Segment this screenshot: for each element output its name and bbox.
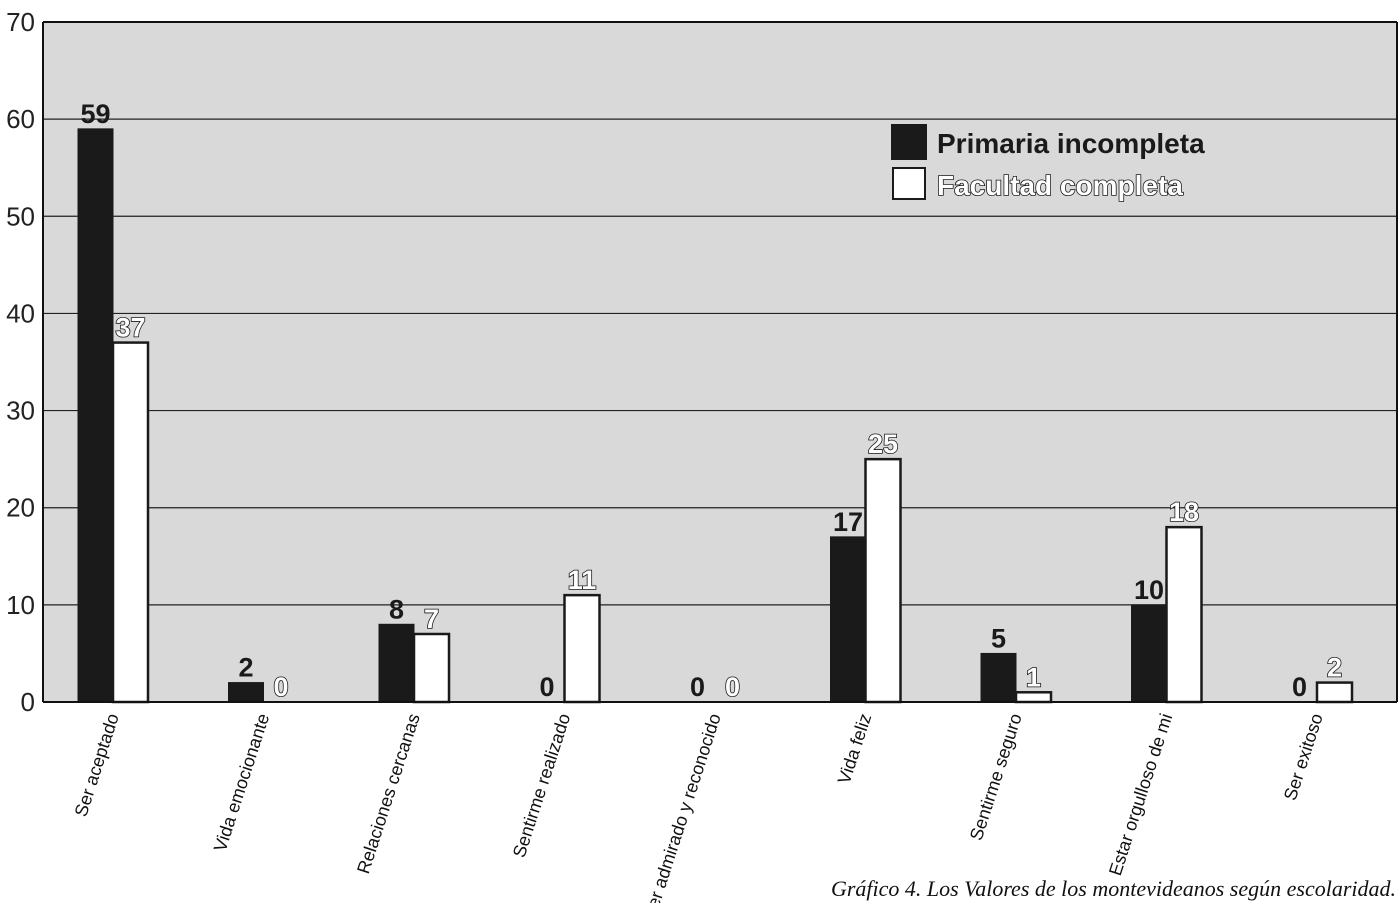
value-label-facultad: 2 xyxy=(1327,653,1342,683)
bar-facultad xyxy=(414,634,449,702)
bar-facultad xyxy=(1016,692,1051,702)
bar-facultad xyxy=(565,595,600,702)
y-tick-label: 20 xyxy=(6,493,35,523)
value-label-primaria: 2 xyxy=(238,653,253,683)
category-label: Ser exitoso xyxy=(1280,711,1327,803)
bar-primaria xyxy=(981,653,1016,702)
value-label-primaria: 0 xyxy=(1292,672,1307,702)
legend-swatch-primaria xyxy=(892,125,926,159)
value-label-facultad: 7 xyxy=(424,604,439,634)
bar-primaria xyxy=(379,624,414,702)
value-label-facultad: 37 xyxy=(115,313,145,343)
value-label-facultad: 0 xyxy=(725,672,740,702)
bar-primaria xyxy=(78,129,113,702)
bar-facultad xyxy=(1167,527,1202,702)
y-tick-label: 40 xyxy=(6,298,35,328)
bar-facultad xyxy=(866,459,901,702)
legend-swatch-facultad xyxy=(893,168,925,199)
y-tick-label: 50 xyxy=(6,201,35,231)
bar-primaria xyxy=(1132,605,1167,702)
legend-label-primaria: Primaria incompleta xyxy=(937,128,1205,159)
value-label-primaria: 17 xyxy=(833,507,863,537)
value-label-facultad: 11 xyxy=(568,565,597,595)
category-label: Relaciones cercanas xyxy=(353,711,424,876)
y-tick-label: 70 xyxy=(6,7,35,37)
y-tick-label: 60 xyxy=(6,104,35,134)
value-label-primaria: 0 xyxy=(539,672,554,702)
value-label-primaria: 0 xyxy=(690,672,705,702)
bar-facultad xyxy=(113,343,148,702)
value-label-facultad: 1 xyxy=(1026,662,1041,692)
category-label: Ser aceptado xyxy=(71,711,123,819)
bar-primaria xyxy=(229,683,264,702)
value-label-facultad: 18 xyxy=(1169,497,1199,527)
value-label-primaria: 10 xyxy=(1134,575,1164,605)
category-label: Sentirme realizado xyxy=(509,711,574,860)
value-label-primaria: 8 xyxy=(389,594,404,624)
value-label-facultad: 25 xyxy=(868,429,898,459)
category-label: Estar orgulloso de mi xyxy=(1105,711,1176,878)
y-axis-ticks: 0 10 20 30 40 50 60 70 xyxy=(6,7,35,717)
chart-caption: Gráfico 4. Los Valores de los montevidea… xyxy=(831,876,1396,902)
value-label-primaria: 59 xyxy=(80,99,110,129)
category-labels: Ser aceptado Vida emocionante Relaciones c… xyxy=(71,711,1327,903)
value-label-primaria: 5 xyxy=(991,623,1006,653)
bar-facultad xyxy=(1317,683,1352,702)
bar-primaria xyxy=(831,537,866,702)
category-label: Sentirme seguro xyxy=(966,711,1026,843)
value-label-facultad: 0 xyxy=(273,672,288,702)
category-label: Vida feliz xyxy=(834,711,875,786)
y-tick-label: 30 xyxy=(6,396,35,426)
legend-label-facultad: Facultad completa xyxy=(937,170,1183,201)
category-label: Ser admirado y reconocido xyxy=(639,711,724,903)
y-tick-label: 10 xyxy=(6,590,35,620)
category-label: Vida emocionante xyxy=(210,711,273,854)
y-tick-label: 0 xyxy=(21,687,35,717)
